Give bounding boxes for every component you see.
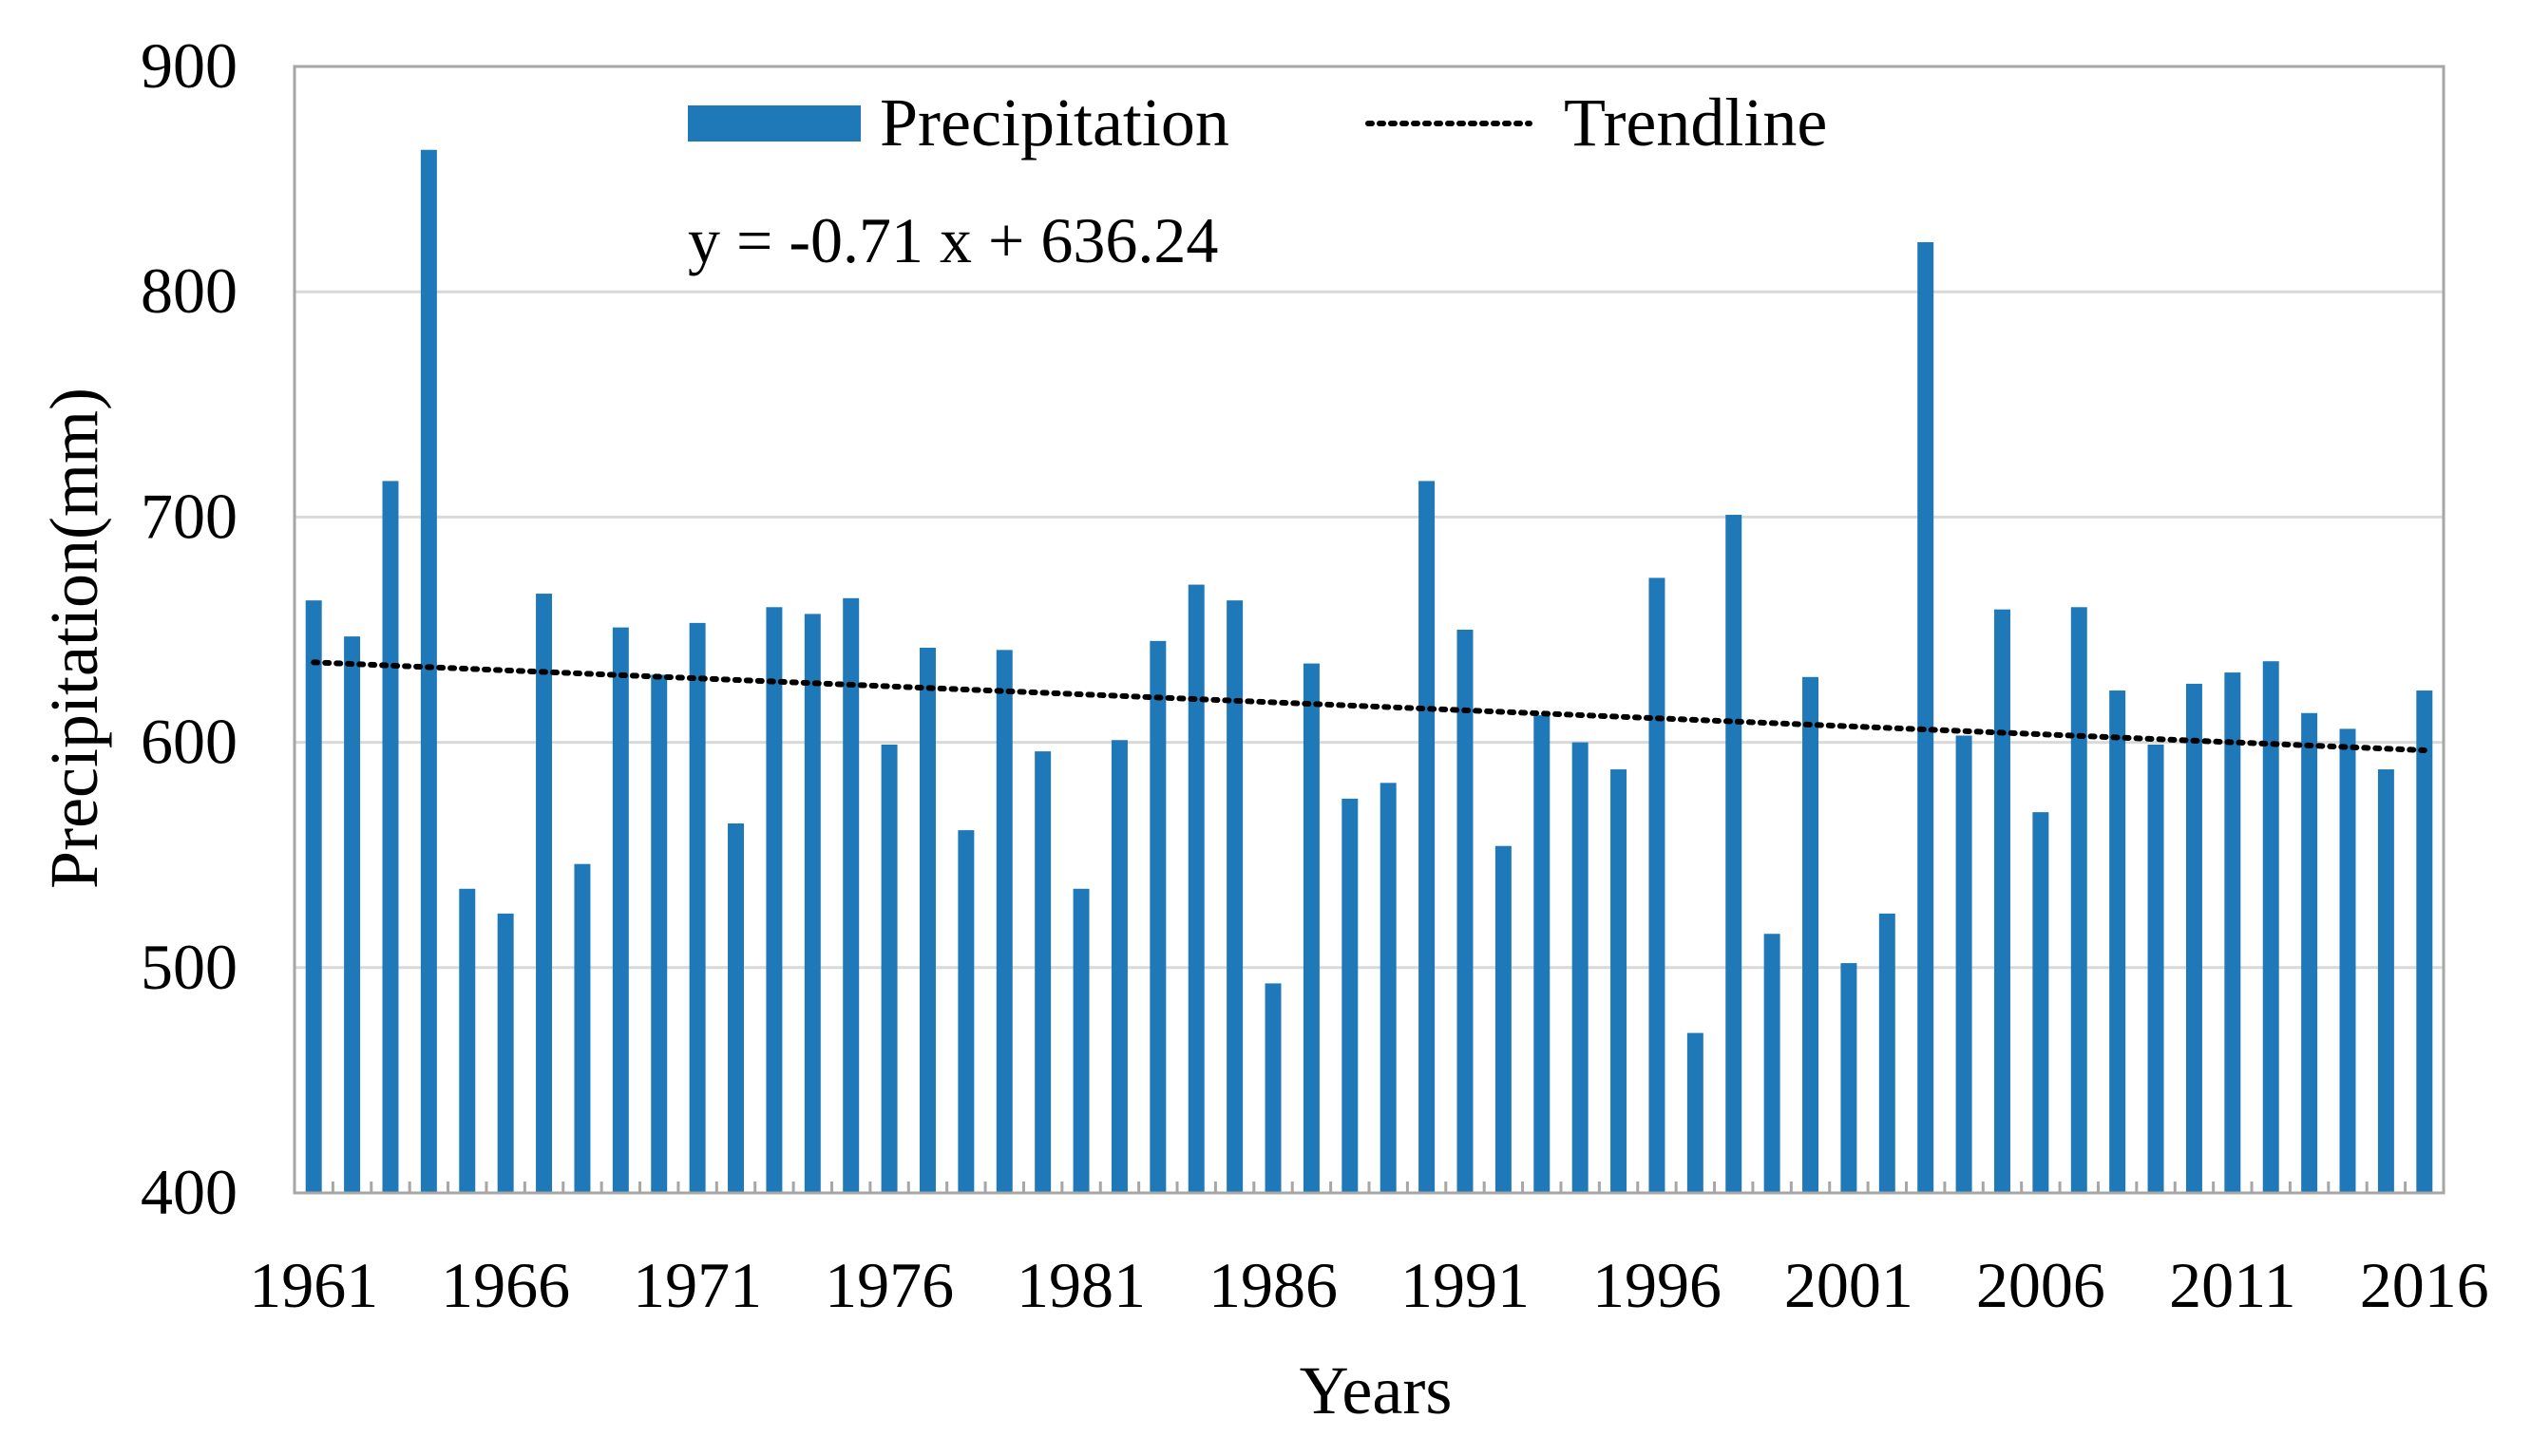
bar-1967 bbox=[536, 594, 553, 1193]
x-tick-label-2001: 2001 bbox=[1784, 1249, 1913, 1321]
bar-1998 bbox=[1725, 515, 1742, 1193]
x-tick-label-2006: 2006 bbox=[1976, 1249, 2105, 1321]
bar-1972 bbox=[728, 823, 745, 1193]
y-tick-label-900: 900 bbox=[141, 29, 238, 102]
bar-1980 bbox=[1035, 751, 1052, 1193]
bar-1986 bbox=[1265, 983, 1282, 1193]
bar-1962 bbox=[344, 636, 361, 1193]
y-tick-label-400: 400 bbox=[141, 1156, 238, 1228]
bar-1999 bbox=[1763, 934, 1780, 1193]
bar-2008 bbox=[2109, 690, 2126, 1193]
bar-1970 bbox=[651, 674, 668, 1193]
bar-1997 bbox=[1686, 1032, 1703, 1193]
y-tick-label-600: 600 bbox=[141, 706, 238, 778]
x-axis-title: Years bbox=[1300, 1352, 1453, 1428]
x-tick-label-2016: 2016 bbox=[2360, 1249, 2489, 1321]
bar-1990 bbox=[1418, 481, 1436, 1193]
bar-2001 bbox=[1840, 963, 1857, 1193]
bar-1987 bbox=[1303, 663, 1320, 1193]
x-tick-label-1966: 1966 bbox=[441, 1249, 570, 1321]
bar-2016 bbox=[2416, 690, 2433, 1193]
trendline bbox=[311, 659, 2427, 753]
bar-1969 bbox=[612, 627, 629, 1193]
bar-1971 bbox=[689, 622, 706, 1193]
bar-2009 bbox=[2147, 744, 2164, 1193]
x-tick-label-1996: 1996 bbox=[1592, 1249, 1722, 1321]
bar-2012 bbox=[2262, 661, 2279, 1193]
legend-bar-label: Precipitation bbox=[880, 85, 1229, 161]
bar-1994 bbox=[1571, 742, 1589, 1193]
bar-1983 bbox=[1150, 640, 1167, 1193]
bar-2000 bbox=[1802, 676, 1819, 1193]
bar-1993 bbox=[1533, 715, 1551, 1193]
bar-2004 bbox=[1955, 735, 1972, 1193]
bar-1996 bbox=[1648, 577, 1665, 1193]
bar-2011 bbox=[2224, 672, 2241, 1193]
bar-2013 bbox=[2301, 712, 2318, 1193]
bar-2006 bbox=[2032, 812, 2049, 1193]
x-tick-label-1991: 1991 bbox=[1400, 1249, 1530, 1321]
bars bbox=[305, 149, 2433, 1194]
legend: Precipitation Trendline bbox=[688, 85, 1827, 161]
bar-1966 bbox=[497, 913, 514, 1193]
bar-1973 bbox=[766, 607, 783, 1193]
trendline-layer bbox=[311, 659, 2427, 753]
bar-1988 bbox=[1342, 798, 1359, 1193]
bar-1961 bbox=[305, 600, 322, 1193]
legend-bar-swatch bbox=[688, 105, 861, 142]
bar-1995 bbox=[1610, 769, 1627, 1193]
x-tick-label-1961: 1961 bbox=[249, 1249, 378, 1321]
y-axis-ticks: 400 500 600 700 800 900 bbox=[141, 29, 238, 1228]
bar-2015 bbox=[2377, 769, 2394, 1193]
bar-2007 bbox=[2070, 607, 2087, 1193]
bar-2010 bbox=[2185, 683, 2202, 1193]
x-tick-label-2011: 2011 bbox=[2169, 1249, 2295, 1321]
bar-2014 bbox=[2339, 728, 2356, 1193]
bar-1974 bbox=[804, 614, 821, 1193]
y-tick-label-500: 500 bbox=[141, 931, 238, 1003]
bar-2003 bbox=[1917, 242, 1934, 1194]
x-tick-label-1981: 1981 bbox=[1017, 1249, 1146, 1321]
bar-1981 bbox=[1073, 888, 1090, 1193]
y-tick-label-700: 700 bbox=[141, 480, 238, 552]
bar-1991 bbox=[1456, 630, 1474, 1193]
bar-1964 bbox=[420, 149, 437, 1193]
bar-1975 bbox=[843, 597, 860, 1193]
bar-1985 bbox=[1227, 600, 1244, 1193]
bar-1982 bbox=[1111, 740, 1128, 1193]
x-axis-ticks: 1961 1966 1971 1976 1981 1986 1991 1996 2001 2006… bbox=[249, 1249, 2489, 1321]
bar-1984 bbox=[1188, 584, 1205, 1193]
y-axis-title: Precipitation(mm) bbox=[36, 388, 112, 889]
bar-1977 bbox=[919, 647, 936, 1193]
bar-1978 bbox=[958, 830, 975, 1193]
bar-2002 bbox=[1878, 913, 1895, 1193]
bar-2005 bbox=[1993, 609, 2010, 1193]
trendline-equation: y = -0.71 x + 636.24 bbox=[688, 204, 1218, 276]
bar-1979 bbox=[996, 650, 1013, 1193]
bar-1963 bbox=[382, 481, 399, 1193]
bar-1976 bbox=[881, 744, 898, 1193]
x-tick-label-1976: 1976 bbox=[825, 1249, 954, 1321]
y-tick-label-800: 800 bbox=[141, 255, 238, 327]
legend-trendline-label: Trendline bbox=[1564, 85, 1827, 161]
bar-1989 bbox=[1380, 783, 1397, 1193]
bar-1965 bbox=[459, 888, 476, 1193]
x-tick-label-1971: 1971 bbox=[633, 1249, 762, 1321]
bar-1992 bbox=[1494, 845, 1512, 1193]
plot-frame bbox=[293, 65, 2445, 1195]
bar-1968 bbox=[574, 863, 591, 1193]
x-tick-label-1986: 1986 bbox=[1208, 1249, 1338, 1321]
